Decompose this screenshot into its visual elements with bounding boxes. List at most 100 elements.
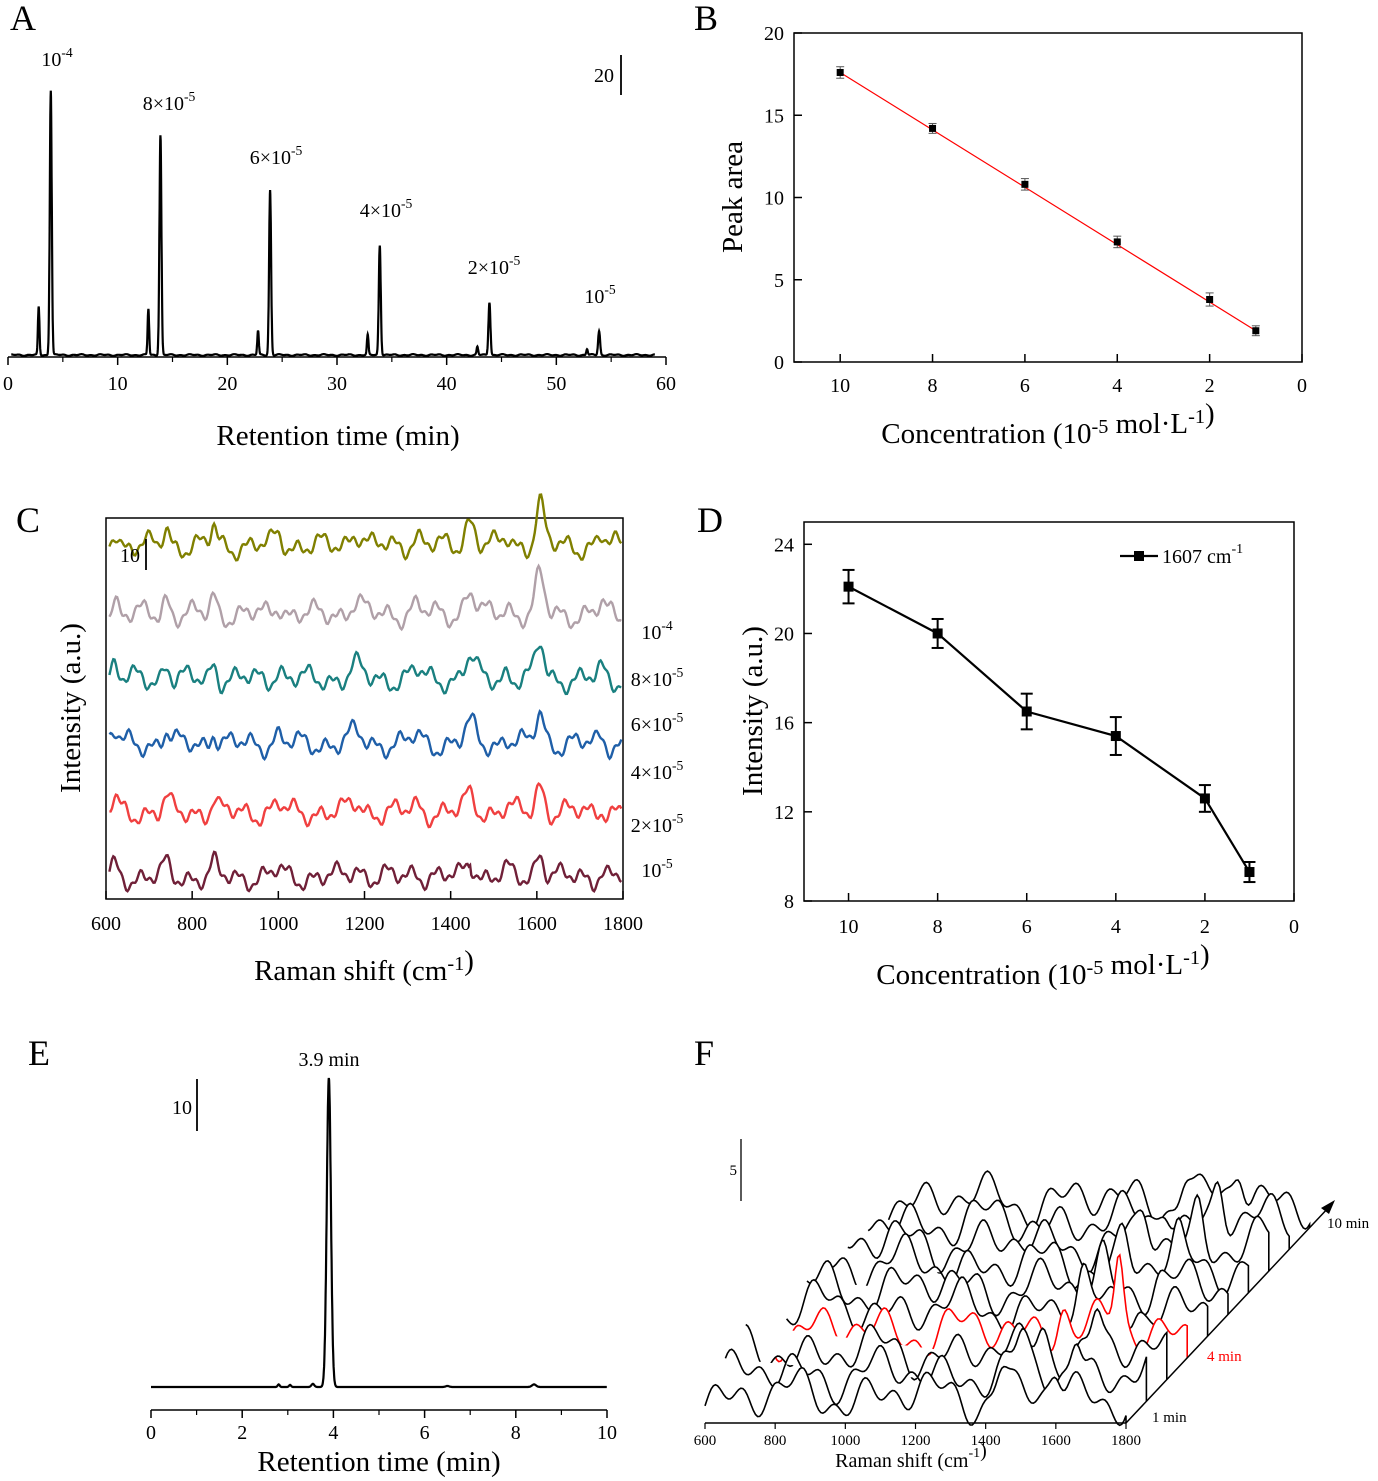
panel-d-ytick-label: 12 — [774, 802, 794, 824]
panel-c-series-label: 10-4 — [641, 618, 673, 644]
panel-f-xtick-label: 1800 — [1111, 1433, 1141, 1449]
panel-d-point — [1021, 706, 1032, 717]
panel-a-peak-label: 4×10-5 — [360, 196, 413, 222]
panel-letter-d: D — [697, 500, 723, 540]
panel-b-xtick-label: 6 — [1020, 375, 1030, 397]
panel-c-frame — [105, 517, 624, 900]
panel-f-xtick-label: 1400 — [971, 1433, 1001, 1449]
panel-a-peak-label: 6×10-5 — [250, 143, 303, 169]
panel-f-scale-label: 5 — [730, 1163, 738, 1179]
panel-a-xtick-label: 50 — [546, 373, 566, 395]
panel-b-ytick-label: 10 — [764, 188, 784, 210]
panel-c-series-label: 2×10-5 — [631, 811, 684, 837]
panel-c-series-3 — [108, 709, 623, 761]
panel-f-series-7 — [826, 1216, 1250, 1297]
panel-c-xtick-label: 1200 — [345, 913, 385, 935]
panel-f-series-3 — [745, 1307, 1168, 1382]
panel-d-xtick-label: 0 — [1289, 916, 1299, 938]
panel-a-xtick-label: 60 — [656, 373, 676, 395]
panel-d-ytick-label: 24 — [774, 534, 794, 556]
panel-a-xtick-label: 0 — [3, 373, 13, 395]
panel-c-xtick-label: 1600 — [517, 913, 557, 935]
panel-c-xtick-label: 600 — [91, 913, 121, 935]
panel-b-point — [1252, 327, 1260, 335]
panel-d-xtick-label: 6 — [1022, 916, 1032, 938]
panel-a-scale-label: 20 — [594, 65, 614, 87]
panel-d-frame — [803, 521, 1295, 902]
panel-a-xtick-label: 20 — [217, 373, 237, 395]
panel-a-peak-label: 10-4 — [41, 45, 73, 71]
panel-letter-f: F — [694, 1033, 714, 1073]
panel-b-point — [1021, 180, 1029, 188]
panel-a-xtick-label: 40 — [437, 373, 457, 395]
panel-b-point — [929, 124, 937, 132]
panel-f-xtick-label: 1200 — [901, 1433, 931, 1449]
panel-f-series-1 — [704, 1365, 1127, 1427]
panel-e-xtick-label: 0 — [146, 1422, 156, 1444]
panel-b-ytick-label: 20 — [764, 23, 784, 45]
panel-c-series-1 — [108, 563, 622, 632]
panel-f-time-label-10: 10 min — [1327, 1216, 1370, 1232]
panel-d-ytick-label: 16 — [774, 713, 794, 735]
panel-f-xtick-label: 800 — [764, 1433, 787, 1449]
panel-c-series-2 — [108, 645, 622, 696]
panel-b-ylabel: Peak area — [717, 141, 749, 253]
panel-a: 0 10 20 30 40 50 60 10-4 8×10-5 6×10-5 4×10-5 2×10… — [3, 45, 676, 452]
panel-b-xlabel: Concentration (10-5 mol·L-1) — [881, 398, 1214, 450]
panel-e-peak-label: 3.9 min — [298, 1049, 359, 1071]
panel-d-xlabel: Concentration (10-5 mol·L-1) — [876, 939, 1209, 991]
panel-a-xtick-label: 30 — [327, 373, 347, 395]
panel-e-xtick-label: 6 — [420, 1422, 430, 1444]
panel-e-scale-label: 10 — [172, 1097, 192, 1119]
panel-d-ytick-label: 8 — [784, 891, 794, 913]
panel-a-xtick-label: 10 — [108, 373, 128, 395]
panel-f: 600 800 1000 1200 1400 1600 1800 5 1 min 4 min… — [694, 1139, 1370, 1472]
panel-b-xtick-label: 2 — [1205, 375, 1215, 397]
panel-a-xlabel: Retention time (min) — [216, 420, 459, 452]
panel-b-ytick-label: 0 — [774, 352, 784, 374]
panel-b-xtick-label: 8 — [928, 375, 938, 397]
panel-b-ytick-label: 15 — [764, 105, 784, 127]
panel-letter-b: B — [694, 0, 718, 38]
panel-d-point — [843, 581, 854, 592]
panel-f-time-axis — [1125, 1205, 1331, 1424]
panel-b-xtick-label: 0 — [1297, 375, 1307, 397]
panel-d-legend-marker — [1134, 551, 1144, 561]
panel-d-legend-label: 1607 cm-1 — [1162, 542, 1243, 568]
panel-c-xtick-label: 1000 — [258, 913, 298, 935]
panel-d-xtick-label: 10 — [839, 916, 859, 938]
panel-d-ylabel: Intensity (a.u.) — [737, 626, 769, 796]
panel-e-xtick-label: 2 — [237, 1422, 247, 1444]
panel-d-ytick-label: 20 — [774, 623, 794, 645]
panel-e-xtick-label: 10 — [597, 1422, 617, 1444]
panel-letter-e: E — [28, 1033, 50, 1073]
panel-f-xtick-label: 600 — [694, 1433, 717, 1449]
panel-f-time-label-1: 1 min — [1152, 1410, 1187, 1426]
panel-e-trace — [151, 1077, 607, 1389]
panel-d-point — [932, 628, 943, 639]
panel-f-time-axis-arrow — [1321, 1200, 1335, 1214]
panel-letter-c: C — [16, 500, 40, 540]
panel-e: 0 2 4 6 8 10 3.9 min 10 Retention time (min) — [146, 1049, 617, 1478]
panel-d-point — [1244, 867, 1255, 878]
panel-d-point — [1199, 793, 1210, 804]
panel-f-xtick-label: 1000 — [830, 1433, 860, 1449]
panel-f-series-2 — [724, 1328, 1148, 1406]
panel-e-xtick-label: 4 — [328, 1422, 338, 1444]
panel-c-series-label: 4×10-5 — [631, 758, 684, 784]
panel-b-ytick-label: 5 — [774, 270, 784, 292]
panel-d-xtick-label: 2 — [1200, 916, 1210, 938]
panel-a-peak-label: 10-5 — [584, 282, 616, 308]
panel-b-fit-line — [839, 71, 1257, 332]
panel-b-point — [836, 68, 844, 76]
panel-d-xtick-label: 4 — [1111, 916, 1121, 938]
panel-b-point — [1113, 238, 1121, 246]
panel-c-xtick-label: 1800 — [603, 913, 643, 935]
panel-c-series-5 — [108, 850, 623, 893]
panel-f-xlabel: Raman shift (cm-1) — [835, 1440, 987, 1472]
panel-b-xtick-label: 10 — [830, 375, 850, 397]
panel-a-trace — [11, 90, 656, 357]
panel-c-scale-label: 10 — [120, 545, 140, 567]
